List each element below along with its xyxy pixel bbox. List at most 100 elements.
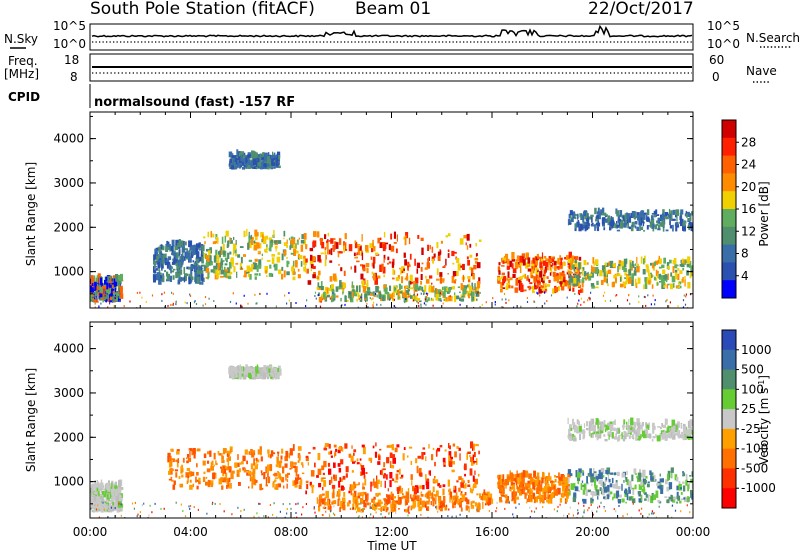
data-cell <box>468 291 472 293</box>
data-cell <box>449 445 451 449</box>
noise-cell <box>644 296 645 298</box>
noise-cell <box>287 508 288 510</box>
data-cell <box>190 265 193 269</box>
data-cell <box>660 474 661 477</box>
data-cell <box>380 502 383 505</box>
data-cell <box>585 489 587 496</box>
data-cell <box>360 274 363 280</box>
data-cell <box>233 237 234 240</box>
data-cell <box>453 252 457 254</box>
data-cell <box>592 434 594 438</box>
data-cell <box>115 502 118 505</box>
data-cell <box>593 425 596 432</box>
data-cell <box>272 257 275 264</box>
data-cell <box>342 292 343 295</box>
data-cell <box>634 422 637 428</box>
data-cell <box>257 153 258 158</box>
data-cell <box>274 264 276 267</box>
data-cell <box>561 286 564 290</box>
data-cell <box>681 423 683 425</box>
data-cell <box>473 455 474 461</box>
noise-cell <box>641 508 642 510</box>
data-cell <box>119 495 122 502</box>
noise-cell <box>659 506 660 508</box>
data-cell <box>253 241 255 244</box>
noise-cell <box>100 508 101 510</box>
data-cell <box>681 498 684 500</box>
data-cell <box>566 500 568 502</box>
data-cell <box>426 279 430 284</box>
noise-cell <box>124 305 125 307</box>
data-cell <box>506 285 509 290</box>
data-cell <box>330 451 332 455</box>
data-cell <box>191 276 193 280</box>
data-cell <box>318 271 321 276</box>
data-cell <box>174 257 176 264</box>
noise-cell <box>672 505 673 507</box>
data-cell <box>427 492 429 499</box>
data-cell <box>461 298 465 301</box>
noise-cell <box>435 506 436 508</box>
data-cell <box>170 276 172 282</box>
data-cell <box>544 287 547 290</box>
data-cell <box>641 424 642 431</box>
data-cell <box>415 295 417 300</box>
data-cell <box>396 474 399 480</box>
data-cell <box>623 431 625 436</box>
y-tick-label: 2000 <box>53 220 84 234</box>
noise-cell <box>441 505 442 507</box>
noise-cell <box>380 513 381 515</box>
data-cell <box>380 481 381 487</box>
data-cell <box>178 260 180 267</box>
data-cell <box>295 260 298 267</box>
data-cell <box>271 159 273 166</box>
data-cell <box>251 235 253 239</box>
data-cell <box>113 291 115 293</box>
data-cell <box>548 476 551 480</box>
data-cell <box>178 270 180 272</box>
data-cell <box>228 466 231 469</box>
noise-cell <box>433 305 434 307</box>
data-cell <box>246 229 247 236</box>
data-cell <box>236 149 238 156</box>
data-cell <box>588 490 591 493</box>
noise-cell <box>468 509 469 511</box>
data-cell <box>354 257 358 259</box>
noise-cell <box>647 294 648 296</box>
data-cell <box>663 258 666 264</box>
data-cell <box>474 471 475 475</box>
data-cell <box>683 260 685 264</box>
data-cell <box>590 498 592 504</box>
data-cell <box>293 444 295 451</box>
data-cell <box>678 432 680 439</box>
data-cell <box>281 274 283 280</box>
data-cell <box>101 497 104 501</box>
noise-cell <box>497 502 498 504</box>
data-cell <box>249 368 251 372</box>
data-cell <box>559 281 562 284</box>
data-cell <box>99 487 102 490</box>
data-cell <box>240 365 242 372</box>
data-cell <box>528 279 530 282</box>
data-cell <box>236 240 237 245</box>
noise-cell <box>454 506 455 508</box>
data-cell <box>408 507 410 512</box>
data-cell <box>385 504 387 509</box>
data-cell <box>450 492 452 498</box>
data-cell <box>173 459 175 462</box>
data-cell <box>362 445 365 448</box>
data-cell <box>554 475 556 478</box>
data-cell <box>689 419 691 425</box>
data-cell <box>442 489 444 496</box>
data-cell <box>544 256 547 259</box>
data-cell <box>470 457 473 462</box>
data-cell <box>305 244 307 249</box>
data-cell <box>227 253 229 259</box>
data-cell <box>95 297 97 299</box>
noise-cell <box>357 505 358 507</box>
data-cell <box>227 458 228 462</box>
data-cell <box>394 481 398 483</box>
data-cell <box>585 225 589 230</box>
data-cell <box>111 482 112 488</box>
data-cell <box>276 246 277 252</box>
